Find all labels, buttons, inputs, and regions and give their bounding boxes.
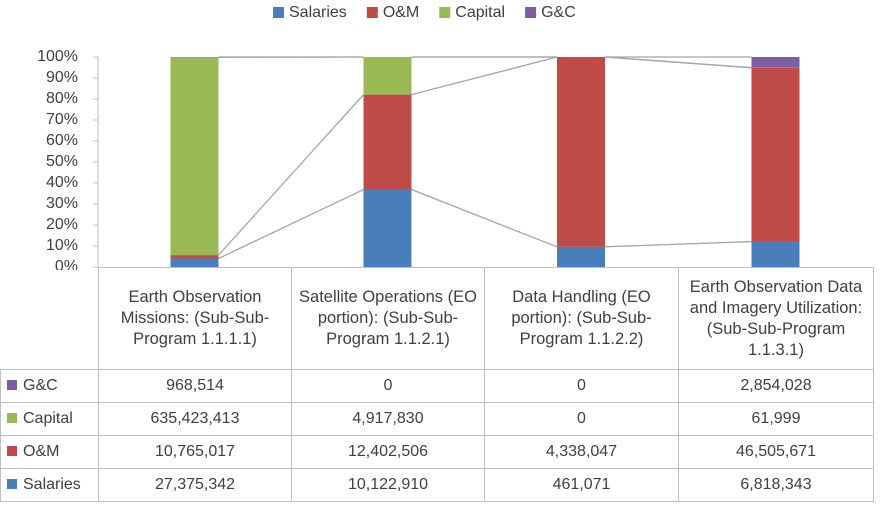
y-tick-label: 20% — [46, 216, 78, 233]
y-tick-label: 60% — [46, 132, 78, 149]
legend-swatch — [525, 7, 537, 18]
bar-segment — [363, 94, 412, 190]
data-label: 0 — [291, 369, 485, 403]
bar-segment — [170, 255, 219, 259]
bar-segment — [170, 57, 219, 256]
bar-segment — [557, 57, 605, 247]
category-label: Earth Observation Data and Imagery Utili… — [678, 267, 874, 370]
data-table: Earth Observation Missions: (Sub-Sub-Pro… — [0, 267, 874, 502]
bar-segment — [363, 189, 412, 267]
data-label: 0 — [484, 369, 679, 403]
row-label: G&C — [0, 369, 99, 403]
category-label: Earth Observation Missions: (Sub-Sub-Pro… — [98, 267, 292, 370]
legend-label: G&C — [541, 4, 576, 21]
data-row: Capital 635,423,413 4,917,830 0 61,999 — [0, 402, 874, 436]
data-label: 4,338,047 — [484, 435, 679, 469]
chart: Salaries O&M Capital G&C 0% 10% 20% 30% 40% 50% 60… — [37, 4, 800, 270]
bar-segment — [751, 241, 800, 267]
data-row: Salaries 27,375,342 10,122,910 461,071 6,818… — [0, 468, 874, 502]
data-label: 635,423,413 — [98, 402, 292, 436]
data-row: G&C 968,514 0 0 2,854,028 — [0, 369, 874, 403]
y-tick-label: 40% — [46, 174, 78, 191]
legend-swatch — [366, 7, 378, 18]
data-label: 46,505,671 — [678, 435, 874, 469]
series-line — [604, 56, 752, 69]
row-label: Capital — [0, 402, 99, 436]
data-label: 10,122,910 — [291, 468, 485, 502]
row-label: Salaries — [0, 468, 99, 502]
bar-segment — [751, 57, 800, 68]
data-label: 968,514 — [98, 369, 292, 403]
legend-label: Capital — [455, 4, 505, 21]
legend-label: O&M — [383, 4, 419, 21]
legend-swatch — [439, 7, 451, 18]
row-swatch — [7, 380, 17, 390]
series-line — [218, 94, 364, 256]
corner-cell — [0, 267, 99, 370]
y-tick-label: 50% — [46, 153, 78, 170]
y-tick-label: 30% — [46, 195, 78, 212]
data-label: 4,917,830 — [291, 402, 485, 436]
header-row: Earth Observation Missions: (Sub-Sub-Pro… — [0, 267, 874, 370]
data-label: 2,854,028 — [678, 369, 874, 403]
series-name: O&M — [23, 443, 60, 460]
series-name: G&C — [23, 377, 58, 394]
data-label: 27,375,342 — [98, 468, 292, 502]
row-swatch — [7, 413, 17, 423]
data-label: 61,999 — [678, 402, 874, 436]
data-label: 12,402,506 — [291, 435, 485, 469]
category-label: Data Handling (EO portion): (Sub-Sub-Pro… — [484, 267, 679, 370]
row-swatch — [7, 479, 17, 489]
data-label: 10,765,017 — [98, 435, 292, 469]
y-tick-label: 10% — [46, 237, 78, 254]
series-line — [411, 56, 558, 96]
data-label: 0 — [484, 402, 679, 436]
legend-swatch — [273, 7, 284, 18]
row-label: O&M — [0, 435, 99, 469]
series-line — [218, 188, 364, 260]
bar-segment — [751, 67, 800, 242]
y-tick-label: 0% — [55, 258, 78, 270]
data-row: O&M 10,765,017 12,402,506 4,338,047 46,505,6… — [0, 435, 874, 469]
y-tick-label: 80% — [46, 90, 78, 107]
bar-segment — [170, 258, 219, 267]
bar-segment — [363, 57, 412, 95]
series-name: Salaries — [23, 476, 81, 493]
data-label: 461,071 — [484, 468, 679, 502]
series-line — [411, 188, 558, 248]
row-swatch — [7, 446, 17, 456]
y-tick-label: 70% — [46, 111, 78, 128]
y-tick-label: 90% — [46, 69, 78, 86]
series-name: Capital — [23, 410, 73, 427]
category-label: Satellite Operations (EO portion): (Sub-… — [291, 267, 485, 370]
y-tick-label: 100% — [37, 48, 78, 65]
bar-segment — [557, 246, 605, 267]
legend-label: Salaries — [289, 4, 347, 21]
series-line — [604, 240, 752, 248]
data-label: 6,818,343 — [678, 468, 874, 502]
